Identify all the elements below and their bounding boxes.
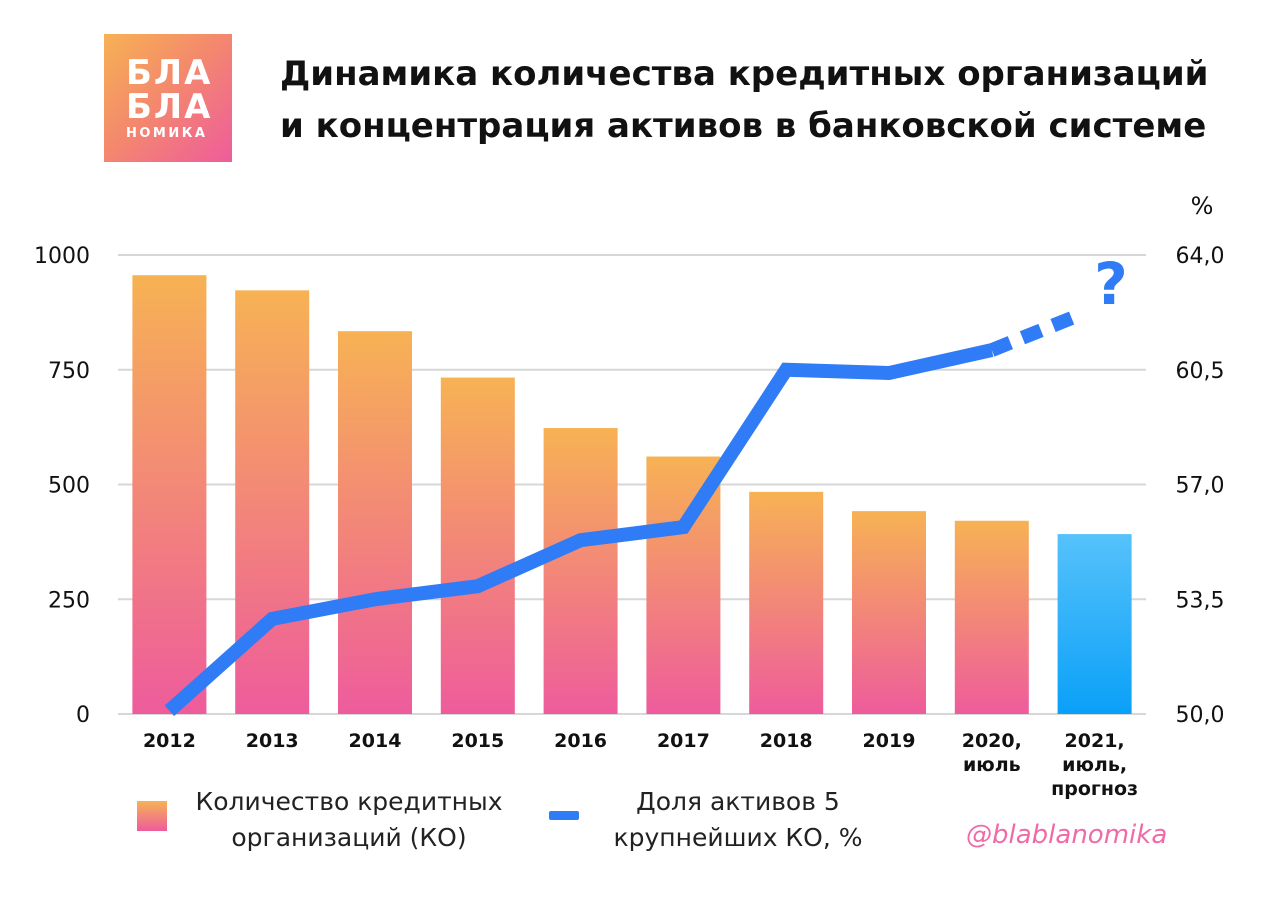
x-tick-label: 2021, июль, прогноз [1051,730,1138,800]
share-line [164,343,994,716]
x-tick-label: 2012 [143,730,196,752]
chart-title: Динамика количества кредитных организаци… [280,48,1240,152]
legend-line-swatch [549,811,579,820]
chart-title-line-1: Динамика количества кредитных организаци… [280,54,1209,94]
bar-2015 [440,377,515,714]
x-tick-label: 2014 [349,730,402,752]
y-right-unit-label: % [1191,192,1214,220]
forecast-annotation: ? [1094,250,1128,318]
y-left-tick-label: 750 [48,359,90,384]
logo-line-2: БЛА [126,87,213,127]
brand-logo: БЛА БЛА НОМИКА [104,34,232,162]
bar-2012 [132,275,207,714]
bar-2019 [852,511,926,714]
y-left-tick-label: 0 [76,703,90,728]
x-tick-label: 2018 [760,730,813,752]
bar-2020 [954,520,1029,714]
y-right-tick-label: 60,5 [1176,359,1225,384]
bar-2014 [338,331,412,714]
x-tick-label: 2020, июль [962,730,1022,776]
legend-bars-swatch [137,801,167,831]
share-line-forecast [989,307,1084,357]
y-left-tick-label: 1000 [34,244,90,269]
bar-2016 [543,428,618,714]
y-right-tick-label: 57,0 [1176,474,1225,499]
bar-2021 [1057,534,1132,714]
legend-line-label: Доля активов 5 крупнейших КО, % [613,787,863,852]
logo-line-3: НОМИКА [126,126,208,141]
social-handle: @blablanomika [966,820,1168,850]
logo-line-1: БЛА [126,53,213,93]
y-left-tick-label: 500 [48,474,90,499]
chart-title-line-2: и концентрация активов в банковской сист… [280,106,1207,146]
legend-bars-label: Количество кредитных организаций (КО) [195,787,503,852]
x-tick-label: 2015 [451,730,504,752]
y-right-tick-label: 64,0 [1176,244,1225,269]
y-left-tick-label: 250 [48,588,90,613]
x-tick-label: 2016 [554,730,607,752]
y-right-tick-label: 53,5 [1176,588,1225,613]
x-tick-label: 2019 [863,730,916,752]
x-tick-label: 2013 [246,730,299,752]
x-tick-label: 2017 [657,730,710,752]
y-right-tick-label: 50,0 [1176,703,1225,728]
bar-2018 [749,491,824,714]
